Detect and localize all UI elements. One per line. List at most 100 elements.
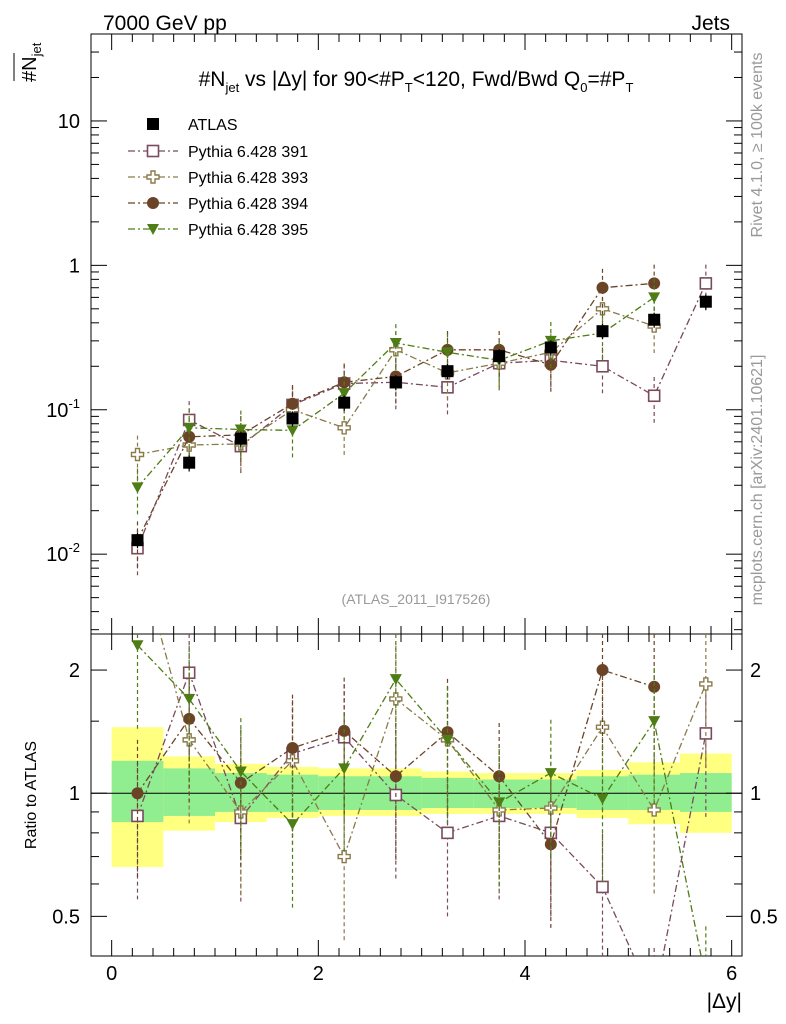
series-p394 xyxy=(131,264,661,568)
legend-label: ATLAS xyxy=(188,117,238,134)
point-atlas xyxy=(286,412,299,425)
main-panel-axes: 10-2 10-1 1 10 xyxy=(46,33,743,635)
x-tick-label: 0 xyxy=(106,963,117,985)
point-p393 xyxy=(130,447,145,462)
ratio-line xyxy=(136,670,707,956)
point-p395 xyxy=(389,337,402,349)
ratio-point-p395 xyxy=(544,768,557,780)
point-p395 xyxy=(441,347,454,359)
point-p391 xyxy=(647,389,661,403)
header-right: Jets xyxy=(691,12,730,35)
ratio-point-p393 xyxy=(337,849,351,864)
ratio-point-p395 xyxy=(648,716,661,728)
y-axis-label: #Njet xyxy=(19,42,44,82)
ratio-tick-label-left: 2 xyxy=(69,660,80,682)
point-p395 xyxy=(234,424,247,436)
ratio-point-p394 xyxy=(389,770,402,783)
legend-marker-atlas xyxy=(147,118,159,130)
point-p394 xyxy=(596,281,609,294)
rivet-label: Rivet 4.1.0, ≥ 100k events xyxy=(749,53,766,238)
point-atlas xyxy=(183,456,196,469)
point-p395 xyxy=(338,388,351,400)
legend-item-atlas: ATLAS xyxy=(147,117,238,134)
x-tick-label: 4 xyxy=(519,963,530,985)
ratio-point-p395 xyxy=(286,819,299,831)
x-tick-label: 6 xyxy=(726,963,737,985)
point-atlas xyxy=(338,396,351,409)
ratio-line xyxy=(137,644,702,956)
ratio-point-p394 xyxy=(596,664,609,677)
legend-label: Pythia 6.428 393 xyxy=(188,170,308,187)
ratio-tick-label-right: 0.5 xyxy=(750,906,778,928)
series-atlas xyxy=(131,294,712,549)
point-p393 xyxy=(595,302,610,316)
ratio-point-p394 xyxy=(648,680,661,693)
point-p394 xyxy=(286,397,299,410)
point-p391 xyxy=(699,277,713,290)
legend-item-p393: Pythia 6.428 393 xyxy=(128,170,308,187)
ratio-tick-label-left: 1 xyxy=(69,783,80,805)
ratio-y-label: Ratio to ATLAS xyxy=(23,741,40,849)
ratio-tick-label-right: 1 xyxy=(750,783,761,805)
point-p395 xyxy=(286,425,299,437)
ratio-panel-series xyxy=(131,634,713,956)
analysis-tag: (ATLAS_2011_I917526) xyxy=(342,591,491,607)
ratio-point-p395 xyxy=(441,734,454,746)
point-p394 xyxy=(183,430,196,443)
point-p391 xyxy=(596,359,609,373)
ratio-point-p394 xyxy=(286,741,299,754)
legend-label: Pythia 6.428 394 xyxy=(188,196,308,213)
series-p391 xyxy=(131,264,713,576)
point-atlas xyxy=(648,313,661,326)
legend-item-p391: Pythia 6.428 391 xyxy=(128,144,308,161)
ratio-point-p394 xyxy=(493,770,506,783)
legend-marker-p394 xyxy=(147,197,159,209)
point-atlas xyxy=(389,376,402,389)
point-atlas xyxy=(544,341,557,354)
legend: ATLAS Pythia 6.428 391 Pythia 6.428 393 Pyt… xyxy=(128,117,308,239)
legend-label: Pythia 6.428 391 xyxy=(188,144,308,161)
y-tick-label: 10 xyxy=(58,111,80,133)
ratio-point-p395 xyxy=(183,693,196,705)
y-tick-label: 1 xyxy=(69,255,80,277)
ratio-panel-axes: 0.5 0.5 1 1 2 2 0 2 4 6 xyxy=(52,633,778,985)
series-line xyxy=(136,283,707,549)
mcplots-label: mcplots.cern.ch [arXiv:2401.10621] xyxy=(749,355,766,606)
point-atlas xyxy=(699,295,712,308)
point-atlas xyxy=(441,365,454,378)
ratio-line xyxy=(136,669,655,846)
main-panel-series xyxy=(130,264,713,576)
point-p395 xyxy=(183,422,196,434)
ratio-point-p394 xyxy=(544,838,557,851)
ratio-point-p391 xyxy=(596,880,609,894)
legend-item-p394: Pythia 6.428 394 xyxy=(128,196,308,213)
legend-item-p395: Pythia 6.428 395 xyxy=(128,222,308,239)
ratio-point-p393 xyxy=(699,677,713,691)
ratio-tick-label-left: 0.5 xyxy=(52,906,80,928)
point-atlas xyxy=(596,325,609,338)
y-tick-label: 10-2 xyxy=(46,540,80,566)
point-p393 xyxy=(389,343,403,357)
point-atlas xyxy=(131,534,144,547)
ratio-line xyxy=(159,634,707,859)
point-atlas xyxy=(234,432,247,445)
point-p395 xyxy=(648,292,661,304)
ratio-frame xyxy=(90,633,743,957)
ratio-point-p394 xyxy=(131,787,144,800)
x-axis-title: |Δy| xyxy=(707,990,742,1013)
series-line xyxy=(136,282,655,541)
legend-marker-p395 xyxy=(147,224,159,235)
point-p395 xyxy=(131,482,144,494)
point-p394 xyxy=(648,277,661,290)
ratio-series-p393 xyxy=(136,634,713,941)
y-tick-label: 10-1 xyxy=(46,396,80,422)
ratio-tick-label-right: 2 xyxy=(750,660,761,682)
legend-marker-p391 xyxy=(146,144,160,158)
ratio-point-p395 xyxy=(596,793,609,805)
legend-marker-p393 xyxy=(146,170,160,184)
legend-label: Pythia 6.428 395 xyxy=(188,222,308,239)
plot-title: #Njet vs |Δy| for 90<#PT<120, Fwd/Bwd Q0… xyxy=(199,68,634,95)
point-atlas xyxy=(493,350,506,363)
ratio-series-p395 xyxy=(131,634,707,956)
